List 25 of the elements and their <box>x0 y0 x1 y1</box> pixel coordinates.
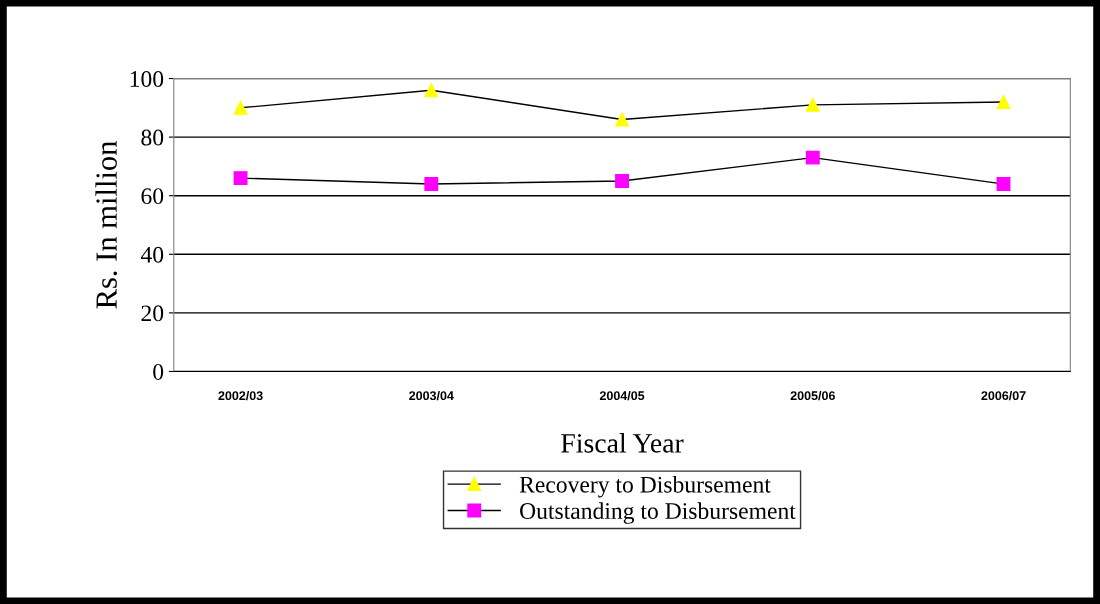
y-axis-title: Rs. In million <box>95 140 118 309</box>
point <box>233 171 248 186</box>
legend-label: Recovery to Disbursement <box>519 476 771 498</box>
y-tick-label: 0 <box>153 363 164 380</box>
y-tick-label: 80 <box>141 129 164 146</box>
x-tick-label: 2002/03 <box>218 390 263 401</box>
point <box>805 97 820 112</box>
point <box>615 174 629 188</box>
x-tick-label: 2005/06 <box>790 390 835 401</box>
y-tick-label: 40 <box>140 246 164 263</box>
point <box>996 177 1011 191</box>
x-tick-label: 2006/07 <box>981 390 1026 401</box>
point <box>233 100 248 115</box>
point <box>424 177 439 191</box>
point <box>805 150 820 165</box>
point <box>615 112 629 127</box>
y-tick-label: 60 <box>141 188 164 205</box>
x-tick-label: 2004/05 <box>599 390 645 401</box>
point <box>996 95 1011 109</box>
legend-label: Outstanding to Disbursement <box>520 502 796 524</box>
point <box>424 83 439 98</box>
y-tick-label: 100 <box>130 71 164 87</box>
x-tick-label: 2003/04 <box>409 390 454 401</box>
y-tick-label: 20 <box>141 305 164 322</box>
x-axis-title: Fiscal Year <box>561 433 684 453</box>
